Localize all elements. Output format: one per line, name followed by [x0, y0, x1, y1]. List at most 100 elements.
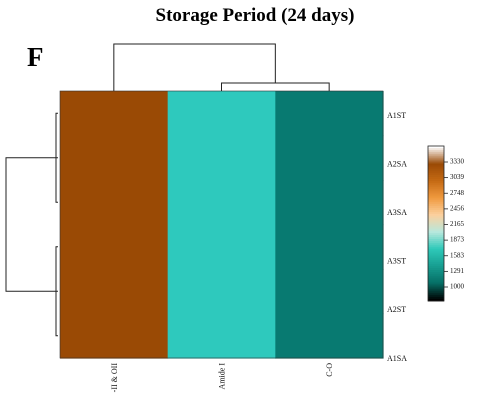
colorbar-segment: [428, 266, 444, 269]
colorbar-segment: [428, 281, 444, 284]
row-label: A1ST: [387, 111, 406, 120]
colorbar-segment: [428, 146, 444, 149]
colorbar-segment: [428, 237, 444, 240]
colorbar-border: [427, 145, 445, 302]
colorbar-tick-label: 2748: [450, 189, 465, 197]
colorbar-segment: [428, 248, 444, 252]
row-label: A2SA: [387, 159, 407, 168]
colorbar-tick-label: 1291: [450, 267, 465, 275]
chart-title: Storage Period (24 days): [156, 5, 355, 26]
colorbar-segment: [428, 275, 444, 279]
colorbar-segment: [428, 233, 444, 236]
heatmap-cell: [167, 91, 276, 137]
colorbar-segment: [428, 173, 444, 176]
heatmap-cell: [60, 224, 169, 270]
colorbar-segment: [428, 147, 444, 151]
colorbar-segment: [428, 219, 444, 222]
heatmap-cell: [275, 269, 384, 315]
colorbar-segment: [428, 151, 444, 155]
colorbar-segment: [428, 186, 444, 190]
column-labels: -II & OII Amide I C-O: [110, 363, 334, 393]
colorbar-segment: [428, 157, 444, 160]
colorbar-segment: [428, 252, 444, 255]
colorbar-segment: [428, 285, 444, 288]
colorbar-segment: [428, 221, 444, 224]
colorbar-segment: [428, 295, 444, 298]
column-label: Amide I: [218, 363, 227, 390]
colorbar-tick-label: 1873: [450, 236, 465, 244]
colorbar-segment: [428, 184, 444, 188]
colorbar-segment: [428, 227, 444, 230]
colorbar-segment: [428, 229, 444, 232]
heatmap-cell: [275, 135, 384, 181]
heatmap-cell: [167, 313, 276, 359]
colorbar-segment: [428, 165, 444, 168]
colorbar-tick-label: 1583: [450, 251, 465, 259]
panel-label: F: [27, 42, 44, 72]
colorbar-segment: [428, 163, 444, 166]
row-labels: A1ST A2SA A3SA A3ST A2ST A1SA: [387, 111, 407, 363]
colorbar-segment: [428, 231, 444, 234]
row-label: A3ST: [387, 257, 406, 266]
column-dendrogram-branch: [113, 43, 276, 91]
heatmap-cell: [275, 313, 384, 359]
column-label: -II & OII: [110, 363, 119, 393]
colorbar-segment: [428, 178, 444, 182]
colorbar: 3330 3039 2748 2456 2165 1873 1583 1291 1000: [427, 145, 465, 302]
colorbar-segment: [428, 208, 444, 211]
colorbar-segment: [428, 277, 444, 281]
colorbar-segment: [428, 213, 444, 217]
colorbar-segment: [428, 209, 444, 213]
row-label: A2ST: [387, 305, 406, 314]
colorbar-segment: [428, 291, 444, 294]
colorbar-tick-label: 3330: [450, 158, 465, 166]
heatmap-cell: [275, 224, 384, 270]
colorbar-segment: [428, 206, 444, 209]
colorbar-segment: [428, 196, 444, 199]
colorbar-segment: [428, 240, 444, 244]
colorbar-segment: [428, 235, 444, 238]
heatmap-cells: [59, 90, 384, 359]
colorbar-segment: [428, 262, 444, 265]
colorbar-segment: [428, 175, 444, 178]
heatmap-cell: [60, 180, 169, 226]
heatmap-cell: [275, 91, 384, 137]
column-dendrogram: [113, 43, 330, 91]
colorbar-segment: [428, 297, 444, 300]
heatmap-cell: [167, 269, 276, 315]
colorbar-segment: [428, 211, 444, 215]
colorbar-segment: [428, 204, 444, 207]
colorbar-segment: [428, 287, 444, 290]
colorbar-segment: [428, 279, 444, 283]
colorbar-segment: [428, 215, 444, 219]
heatmap-cell: [275, 180, 384, 226]
colorbar-segment: [428, 242, 444, 246]
colorbar-segment: [428, 198, 444, 201]
colorbar-segment: [428, 289, 444, 292]
colorbar-segment: [428, 268, 444, 271]
colorbar-segment: [428, 155, 444, 159]
colorbar-segment: [428, 161, 444, 164]
colorbar-segment: [428, 244, 444, 248]
colorbar-segment: [428, 169, 444, 172]
colorbar-tick-label: 2165: [450, 220, 465, 228]
heatmap-cell: [60, 91, 169, 137]
colorbar-segment: [428, 153, 444, 157]
colorbar-tick-label: 2456: [450, 204, 465, 212]
colorbar-segment: [428, 177, 444, 180]
colorbar-segment: [428, 293, 444, 296]
colorbar-segment: [428, 167, 444, 170]
column-dendrogram-branch: [221, 82, 330, 91]
colorbar-tick-label: 1000: [450, 283, 465, 291]
colorbar-segment: [428, 194, 444, 197]
colorbar-segment: [428, 188, 444, 191]
row-dendrogram: [5, 112, 58, 337]
colorbar-segment: [428, 250, 444, 253]
colorbar-segment: [428, 283, 444, 286]
colorbar-segment: [428, 260, 444, 263]
colorbar-segment: [428, 149, 444, 153]
colorbar-segment: [428, 254, 444, 257]
colorbar-segment: [428, 258, 444, 261]
colorbar-segment: [428, 264, 444, 267]
